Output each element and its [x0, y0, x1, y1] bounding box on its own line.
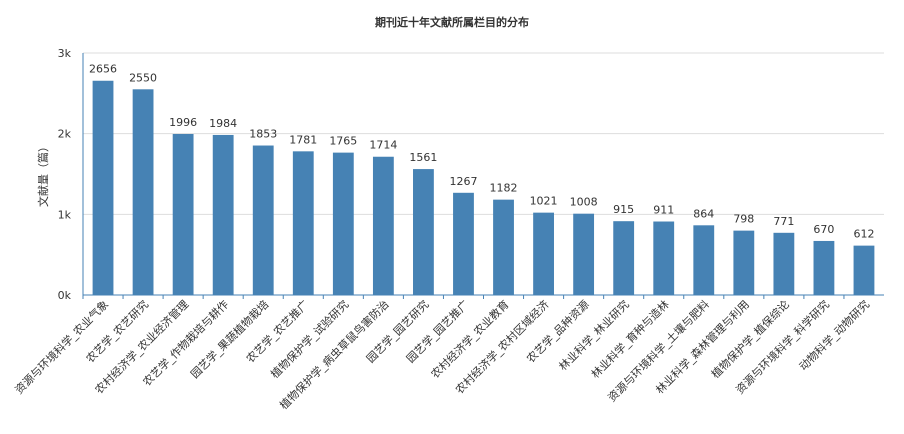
- data-label: 2550: [129, 71, 157, 84]
- bar[interactable]: [332, 152, 354, 295]
- bar[interactable]: [773, 232, 795, 295]
- y-axis-title: 文献量（篇）: [36, 141, 50, 207]
- data-label: 1984: [209, 117, 237, 130]
- data-label: 2656: [89, 63, 117, 76]
- bar[interactable]: [413, 169, 434, 295]
- grid-lines: [83, 52, 884, 215]
- data-label: 1561: [409, 151, 437, 164]
- bar[interactable]: [573, 213, 595, 295]
- y-tick-label: 1k: [58, 208, 72, 221]
- data-label: 915: [613, 203, 634, 216]
- bar[interactable]: [613, 221, 635, 295]
- data-label: 1996: [169, 116, 197, 129]
- bar[interactable]: [853, 245, 875, 295]
- data-label: 1182: [490, 182, 518, 195]
- data-label: 864: [693, 207, 714, 220]
- data-labels: 2656 2550 1996 1984 1853 1781 1765 1714 1561 1267…: [89, 63, 874, 241]
- x-tick-label: 园艺学_果蔬植物栽培: [188, 297, 272, 381]
- chart-title: 期刊近十年文献所属栏目的分布: [375, 15, 529, 29]
- x-tick-label: 林业科学_林业研究: [556, 297, 632, 373]
- bar[interactable]: [172, 133, 194, 295]
- bar[interactable]: [132, 89, 154, 295]
- data-label: 798: [733, 213, 754, 226]
- bar[interactable]: [372, 156, 394, 295]
- data-label: 771: [773, 215, 794, 228]
- data-label: 911: [653, 204, 674, 217]
- data-label: 612: [853, 228, 874, 241]
- data-label: 1008: [570, 196, 598, 209]
- data-label: 670: [813, 223, 834, 236]
- bar[interactable]: [212, 134, 234, 295]
- x-tick-label: 林业科学_育种与造林: [588, 297, 672, 381]
- data-label: 1267: [449, 175, 477, 188]
- bar[interactable]: [252, 145, 274, 295]
- bar[interactable]: [533, 212, 554, 295]
- bars: [92, 80, 875, 296]
- bar[interactable]: [733, 230, 755, 295]
- bar[interactable]: [92, 80, 114, 296]
- x-axis-ticks: 资源与环境科学_农业气象农艺学_农艺研究农村经济学_农业经济管理农艺学_作物栽培…: [12, 295, 872, 412]
- x-tick-label: 植物保护学_试验研究: [268, 297, 352, 381]
- x-tick-label: 动物科学_动物研究: [796, 297, 872, 373]
- bar[interactable]: [493, 199, 514, 295]
- data-label: 1781: [289, 133, 317, 146]
- y-tick-label: 0k: [58, 289, 72, 302]
- y-tick-label: 2k: [58, 128, 72, 141]
- bar[interactable]: [292, 151, 314, 295]
- data-label: 1021: [530, 195, 558, 208]
- bar[interactable]: [813, 240, 835, 295]
- x-tick-label: 农村经济学_农业教育: [428, 297, 512, 381]
- bar[interactable]: [453, 192, 474, 295]
- bar[interactable]: [653, 221, 675, 295]
- data-label: 1853: [249, 128, 277, 141]
- data-label: 1765: [329, 135, 357, 148]
- x-tick-label: 植物保护学_植保综论: [708, 297, 792, 381]
- bar[interactable]: [693, 225, 715, 295]
- y-axis-ticks: 0k 1k 2k 3k: [58, 47, 72, 302]
- y-tick-label: 3k: [58, 47, 72, 60]
- data-label: 1714: [369, 139, 397, 152]
